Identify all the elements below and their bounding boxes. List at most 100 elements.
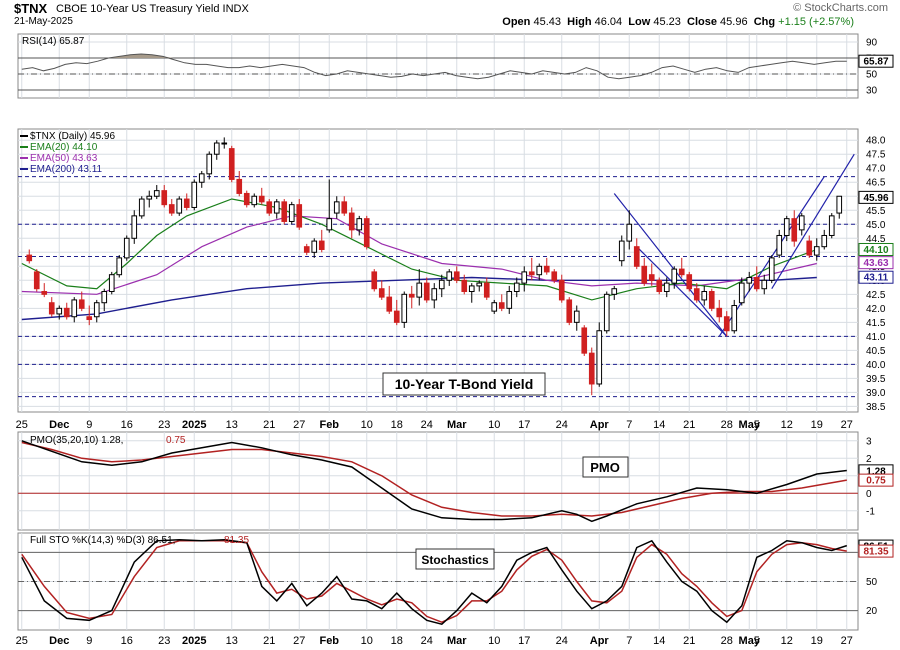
rsi-y-tick-label: 30 — [866, 86, 878, 97]
sto-x-tick-label: 19 — [811, 635, 823, 647]
price-x-tick-label: 28 — [721, 419, 733, 431]
sto-y-tick-label: 20 — [866, 606, 878, 617]
candle-body — [498, 302, 505, 309]
candle-body — [168, 204, 175, 214]
candle-body — [596, 330, 603, 385]
candle-body — [798, 215, 805, 231]
sto-x-tick-label: 24 — [421, 635, 433, 647]
price-annotation-box — [382, 372, 546, 396]
price-tag-box — [858, 256, 894, 270]
chart-header: $TNX CBOE 10-Year US Treasury Yield INDX… — [0, 0, 900, 30]
price-y-tick-label: 45.0 — [866, 220, 886, 231]
sto-x-tick-label: 24 — [556, 635, 568, 647]
candle-body — [813, 246, 820, 256]
candle-body — [641, 265, 648, 284]
price-y-tick-label: 42.5 — [866, 290, 886, 301]
candle-body — [761, 279, 768, 290]
sto-x-tick-label: 14 — [653, 635, 665, 647]
candle-body — [491, 302, 498, 312]
candle-body — [258, 195, 265, 203]
price-x-tick-label: 7 — [626, 419, 632, 431]
candle-body — [281, 201, 288, 222]
pmo-signal-line — [21, 441, 847, 517]
instrument-name: CBOE 10-Year US Treasury Yield INDX — [56, 3, 249, 15]
price-y-tick-label: 48.0 — [866, 136, 886, 147]
candle-body — [378, 288, 385, 298]
candle-body — [558, 279, 565, 301]
candle-body — [131, 215, 138, 239]
pmo-annotation-box — [582, 456, 629, 478]
candle-body — [828, 215, 835, 236]
candle-body — [371, 271, 378, 290]
candle-body — [363, 218, 370, 248]
high-label: High — [567, 16, 592, 28]
rsi-panel — [17, 33, 859, 99]
pmo-y-tick-label: 2 — [866, 454, 872, 465]
price-legend-entry: EMA(20) 44.10 — [30, 142, 98, 153]
sto-tag-box — [858, 544, 894, 558]
trendline — [771, 153, 855, 290]
candle-body — [101, 291, 108, 304]
price-x-tick-label: 23 — [158, 419, 170, 431]
price-annotation: 10-Year T-Bond Yield — [395, 376, 534, 392]
price-y-tick-label: 45.5 — [866, 206, 886, 217]
candle-body — [506, 291, 513, 309]
candle-body — [236, 178, 243, 194]
sto-x-tick-label: 28 — [721, 635, 733, 647]
chart-canvas: 90705030RSI(14) 65.8765.8748.047.547.046… — [16, 33, 894, 647]
sto-x-tick-label: 21 — [263, 635, 275, 647]
price-tag: 45.96 — [863, 193, 888, 204]
candle-body — [446, 271, 453, 281]
candle-body — [716, 307, 723, 318]
sto-x-tick-label: Apr — [590, 635, 610, 647]
close-value: 45.96 — [720, 16, 748, 28]
candle-body — [708, 291, 715, 309]
chart-date: 21-May-2025 — [14, 16, 73, 27]
candle-body — [573, 310, 580, 323]
candle-body — [528, 271, 535, 276]
candle-body — [228, 148, 235, 180]
sto-x-tick-label: 9 — [86, 635, 92, 647]
price-x-tick-label: 10 — [361, 419, 373, 431]
candle-body — [266, 201, 273, 214]
candle-body — [386, 296, 393, 312]
price-x-tick-label: 27 — [841, 419, 853, 431]
candle-body — [536, 265, 543, 276]
candle-body — [656, 279, 663, 293]
candle-body — [461, 279, 468, 293]
candle-body — [821, 234, 828, 248]
sto-x-tick-label: 25 — [16, 635, 28, 647]
candle-body — [63, 307, 70, 318]
price-y-tick-label: 47.0 — [866, 164, 886, 175]
sto-x-tick-label: 5 — [754, 635, 760, 647]
candle-body — [71, 299, 78, 318]
open-label: Open — [502, 16, 531, 28]
pmo-y-tick-label: -1 — [866, 506, 875, 517]
price-x-tick-label: 12 — [781, 419, 793, 431]
candle-body — [356, 218, 363, 231]
chg-value: +1.15 (+2.57%) — [778, 16, 854, 28]
candle-body — [33, 271, 40, 290]
price-panel — [17, 128, 859, 413]
price-x-tick-label: 16 — [121, 419, 133, 431]
sto-pct-k-line — [21, 539, 848, 626]
price-legend-entry: EMA(200) 43.11 — [30, 164, 103, 175]
close-label: Close — [687, 16, 717, 28]
price-x-tick-label: 5 — [754, 419, 760, 431]
candle-body — [663, 282, 670, 293]
candle-body — [746, 277, 753, 284]
rsi-value-tag: 65.87 — [863, 57, 888, 68]
trendline — [613, 193, 728, 337]
candle-body — [401, 293, 408, 323]
sto-x-tick-label: 7 — [626, 635, 632, 647]
price-x-tick-label: 19 — [811, 419, 823, 431]
price-tag: 44.10 — [863, 245, 888, 256]
candle-body — [701, 291, 708, 301]
symbol: $TNX — [14, 1, 48, 16]
price-x-tick-label: 14 — [653, 419, 665, 431]
price-x-tick-label: May — [739, 419, 761, 431]
candle-body — [686, 274, 693, 290]
candle-body — [836, 195, 843, 214]
candle-body — [783, 218, 790, 236]
price-legend-entry: $TNX (Daily) 45.96 — [30, 131, 115, 142]
